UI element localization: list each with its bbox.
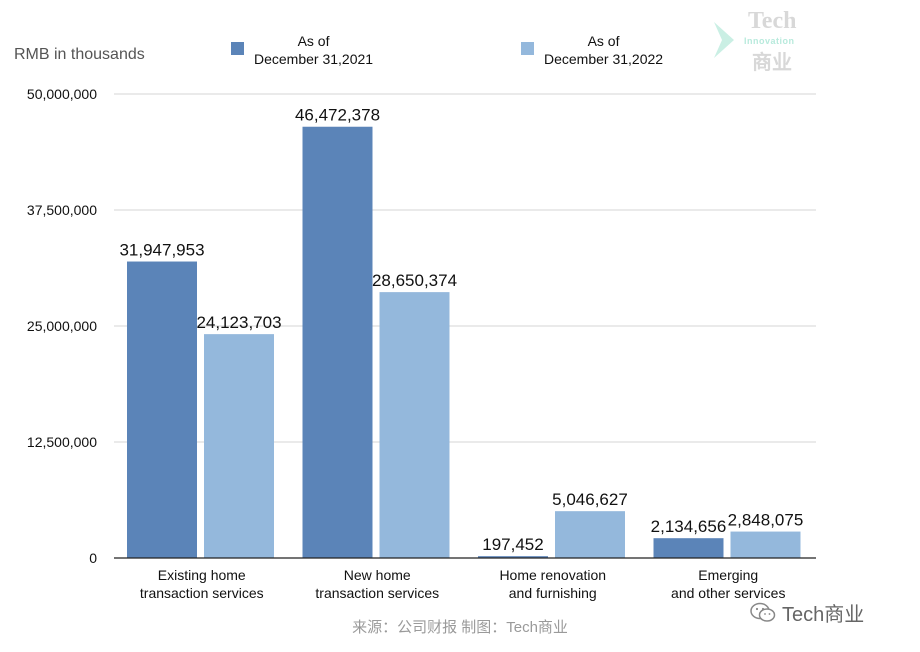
data-label: 31,947,953 [119, 241, 204, 260]
data-label: 197,452 [482, 535, 543, 554]
wechat-watermark: Tech商业 [750, 598, 864, 627]
y-axis-unit-label: RMB in thousands [14, 46, 145, 63]
legend-swatch-2021 [231, 42, 244, 55]
x-category-label: Emerging [698, 567, 758, 583]
bar-series-0-cat-3 [653, 538, 724, 558]
x-axis-category-labels: Existing home transaction services New hom… [140, 567, 786, 601]
data-label: 24,123,703 [196, 313, 281, 332]
bar-series-1-cat-2 [555, 511, 625, 558]
x-category-label: New home [344, 567, 411, 583]
bar-series-0-cat-2 [478, 556, 548, 558]
x-category-label: Home renovation [499, 567, 606, 583]
bars [127, 126, 801, 559]
gridlines [114, 93, 816, 443]
x-category-label: transaction services [140, 585, 264, 601]
bar-series-0-cat-1 [302, 126, 373, 559]
x-category-label: and other services [671, 585, 785, 601]
legend-label-2022: As of December 31,2022 [544, 33, 664, 67]
bar-series-1-cat-0 [204, 334, 274, 558]
brand-watermark-logo: Tech Innovation 商业 [712, 8, 817, 74]
y-tick-label: 12,500,000 [27, 434, 97, 450]
bar-series-0-cat-0 [127, 261, 197, 558]
legend-item-2021: As of December 31,2021 [231, 32, 373, 68]
y-axis-tick-labels: 0 12,500,000 25,000,000 37,500,000 50,000,00… [27, 86, 97, 566]
chevron-right-icon [714, 22, 734, 58]
source-note: 来源：公司财报 制图：Tech商业 [352, 619, 568, 636]
bar-series-1-cat-3 [730, 531, 801, 558]
data-label: 2,134,656 [651, 517, 727, 536]
bar-series-1-cat-1 [379, 292, 450, 558]
legend-label-2021: As of December 31,2021 [254, 33, 374, 67]
data-label: 28,650,374 [372, 271, 457, 290]
data-labels: 31,947,953 24,123,703 46,472,378 28,650,374… [119, 106, 803, 554]
legend-swatch-2022 [521, 42, 534, 55]
y-tick-label: 0 [89, 550, 97, 566]
y-tick-label: 37,500,000 [27, 202, 97, 218]
x-category-label: Existing home [158, 567, 246, 583]
y-tick-label: 50,000,000 [27, 86, 97, 102]
wechat-icon [750, 602, 776, 622]
legend-item-2022: As of December 31,2022 [521, 32, 663, 68]
data-label: 5,046,627 [552, 490, 628, 509]
x-category-label: and furnishing [509, 585, 597, 601]
wechat-watermark-text: Tech商业 [782, 604, 865, 626]
data-label: 2,848,075 [728, 511, 804, 530]
data-label: 46,472,378 [295, 106, 380, 125]
y-tick-label: 25,000,000 [27, 318, 97, 334]
x-category-label: transaction services [315, 585, 439, 601]
